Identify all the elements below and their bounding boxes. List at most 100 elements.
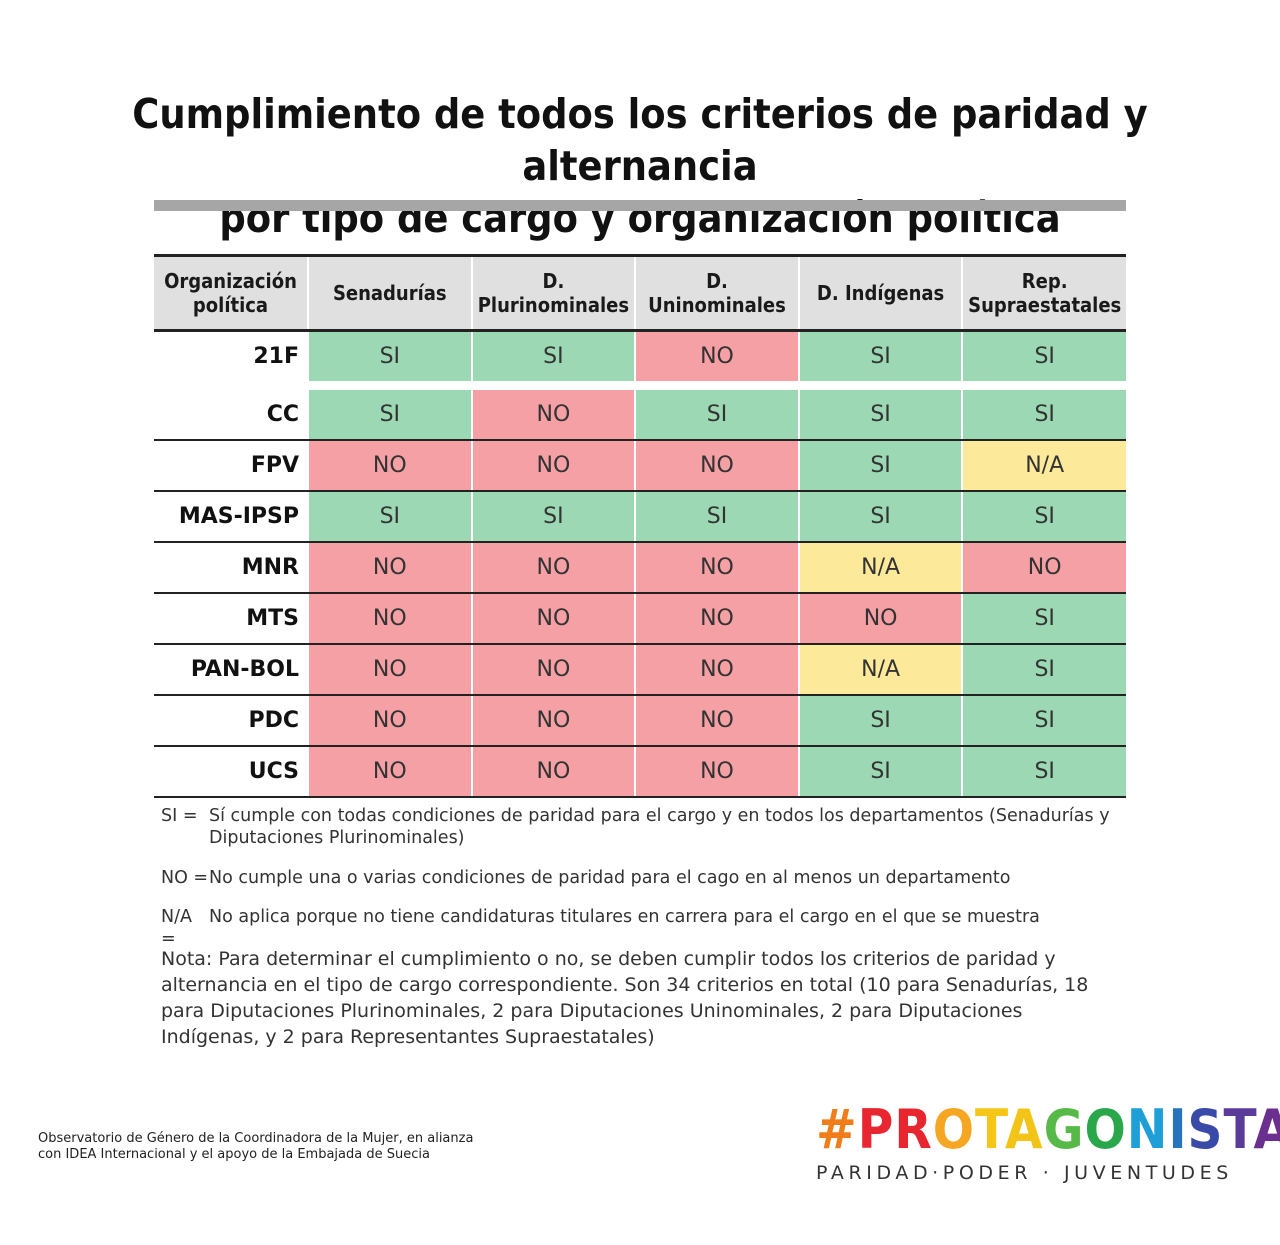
credits-line-1: Observatorio de Género de la Coordinador…	[38, 1131, 474, 1146]
table-row: PAN-BOL NO NO NO N/A SI	[154, 644, 1126, 696]
status-cell: NO	[470, 593, 636, 645]
org-name: FPV	[154, 440, 308, 492]
status-cell: SI	[307, 491, 472, 543]
status-cell: SI	[961, 491, 1126, 543]
table-row: 21F SI SI NO SI SI	[154, 330, 1126, 387]
title-line-1: Cumplimiento de todos los criterios de p…	[132, 90, 1148, 190]
org-name: UCS	[154, 746, 308, 798]
status-cell: SI	[307, 381, 472, 441]
credits: Observatorio de Género de la Coordinador…	[38, 1131, 488, 1163]
org-name: CC	[154, 381, 308, 441]
status-cell: NO	[634, 440, 799, 492]
legend-si: SI = Sí cumple con todas condiciones de p…	[161, 805, 1121, 849]
header-uninominales: D. Uninominales	[634, 254, 799, 332]
table-row: MNR NO NO NO N/A NO	[154, 542, 1126, 594]
status-cell: NO	[307, 593, 472, 645]
logo-tagline: PARIDAD·PODER · JUVENTUDES	[816, 1162, 1233, 1184]
table-row: UCS NO NO NO SI SI	[154, 746, 1126, 798]
status-cell: SI	[961, 644, 1126, 696]
status-cell: SI	[307, 330, 472, 387]
status-cell: SI	[797, 695, 963, 747]
logo-letter: A	[1005, 1098, 1044, 1161]
logo-wordmark: #PROTAGONISTAS	[816, 1098, 1280, 1161]
status-cell: NO	[307, 644, 472, 696]
protagonistas-logo: #PROTAGONISTAS PARIDAD·PODER · JUVENTUDE…	[816, 1098, 1280, 1185]
org-name: PDC	[154, 695, 308, 747]
methodology-note: Nota: Para determinar el cumplimiento o …	[161, 948, 1089, 1048]
status-cell: NO	[634, 746, 799, 798]
table-row: MAS-IPSP SI SI SI SI SI	[154, 491, 1126, 543]
legend-si-key: SI =	[161, 806, 198, 826]
logo-letter: A	[1253, 1098, 1280, 1161]
status-cell: SI	[797, 491, 963, 543]
status-cell: N/A	[961, 440, 1126, 492]
status-cell: NO	[470, 542, 636, 594]
status-cell: SI	[634, 381, 799, 441]
status-cell: SI	[961, 746, 1126, 798]
logo-letter: N	[1126, 1098, 1169, 1161]
org-name: MTS	[154, 593, 308, 645]
status-cell: NO	[307, 695, 472, 747]
status-cell: SI	[961, 330, 1126, 387]
legend-na-key: N/A =	[161, 907, 192, 949]
status-cell: SI	[797, 330, 963, 387]
page-title: Cumplimiento de todos los criterios de p…	[120, 88, 1160, 244]
status-cell: NO	[470, 440, 636, 492]
status-cell: SI	[470, 491, 636, 543]
credits-line-2: con IDEA Internacional y el apoyo de la …	[38, 1147, 430, 1162]
logo-letter: P	[857, 1098, 895, 1161]
legend-si-text: Sí cumple con todas condiciones de parid…	[209, 806, 1110, 848]
table-header-row: Organización política Senadurías D. Plur…	[154, 254, 1126, 332]
status-cell: N/A	[797, 542, 963, 594]
logo-letter: S	[1187, 1098, 1224, 1161]
status-cell: NO	[634, 593, 799, 645]
legend-no-key: NO =	[161, 868, 209, 888]
status-cell: NO	[634, 330, 799, 387]
header-supraestatales: Rep. Supraestatales	[961, 254, 1126, 332]
status-cell: SI	[961, 695, 1126, 747]
status-cell: NO	[634, 644, 799, 696]
legend-no-text: No cumple una o varias condiciones de pa…	[209, 868, 1011, 888]
org-name: PAN-BOL	[154, 644, 308, 696]
header-plurinominales: D. Plurinominales	[470, 254, 636, 332]
logo-letter: T	[1223, 1098, 1254, 1161]
status-cell: NO	[307, 542, 472, 594]
legend-na-text: No aplica porque no tiene candidaturas t…	[209, 907, 1040, 927]
status-cell: NO	[307, 440, 472, 492]
table-row: MTS NO NO NO NO SI	[154, 593, 1126, 645]
status-cell: NO	[634, 542, 799, 594]
org-name: MAS-IPSP	[154, 491, 308, 543]
org-name: 21F	[154, 330, 308, 387]
status-cell: NO	[470, 381, 636, 441]
status-cell: SI	[961, 593, 1126, 645]
logo-letter: R	[894, 1098, 933, 1161]
status-cell: NO	[470, 746, 636, 798]
table-row: FPV NO NO NO SI N/A	[154, 440, 1126, 492]
status-cell: NO	[470, 644, 636, 696]
status-cell: NO	[634, 695, 799, 747]
compliance-table: Organización política Senadurías D. Plur…	[154, 254, 1126, 798]
status-cell: NO	[961, 542, 1126, 594]
header-org: Organización política	[154, 254, 308, 332]
status-cell: NO	[797, 593, 963, 645]
logo-letter: O	[1084, 1098, 1127, 1161]
header-senadurias: Senadurías	[307, 254, 472, 332]
legend-na: N/A = No aplica porque no tiene candidatu…	[161, 906, 1121, 950]
logo-letter: I	[1168, 1098, 1188, 1161]
header-indigenas: D. Indígenas	[797, 254, 963, 332]
status-cell: NO	[470, 695, 636, 747]
status-cell: SI	[470, 330, 636, 387]
status-cell: SI	[634, 491, 799, 543]
logo-letter: O	[932, 1098, 976, 1161]
table-row: PDC NO NO NO SI SI	[154, 695, 1126, 747]
status-cell: SI	[797, 440, 963, 492]
title-divider	[154, 200, 1126, 211]
status-cell: SI	[797, 381, 963, 441]
logo-letter: G	[1043, 1098, 1085, 1161]
org-name: MNR	[154, 542, 308, 594]
logo-letter: T	[975, 1098, 1005, 1161]
table-row: CC SI NO SI SI SI	[154, 381, 1126, 441]
status-cell: SI	[797, 746, 963, 798]
status-cell: N/A	[797, 644, 963, 696]
status-cell: SI	[961, 381, 1126, 441]
